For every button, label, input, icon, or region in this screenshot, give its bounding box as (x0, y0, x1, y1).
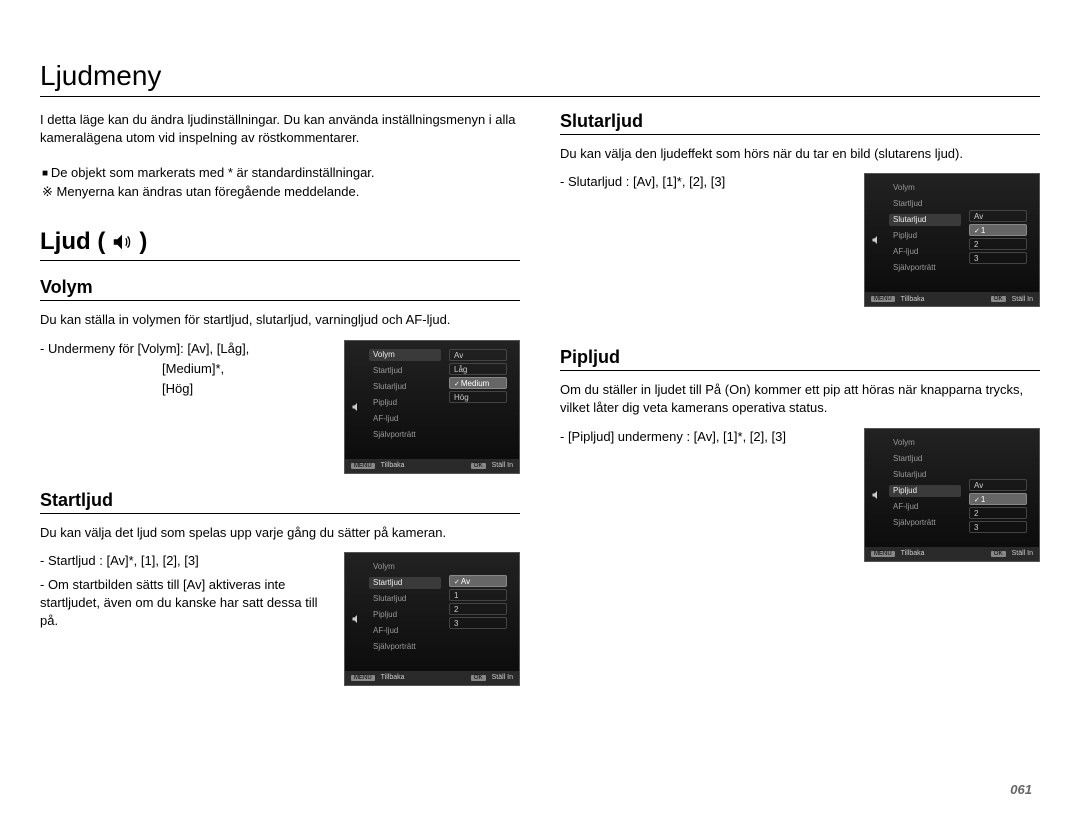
ok-button-icon: OK (991, 551, 1006, 557)
cam-menu-item: Startljud (369, 577, 441, 589)
pipljud-heading: Pipljud (560, 347, 1040, 371)
cam-menu-item: Startljud (369, 365, 441, 377)
back-label: Tillbaka (901, 550, 925, 557)
cam-option: Av (449, 349, 507, 361)
pipljud-sub1: - [Pipljud] undermeny : [Av], [1]*, [2],… (560, 428, 852, 446)
ok-button-icon: OK (991, 296, 1006, 302)
cam-option: Hög (449, 391, 507, 403)
menu-button-icon: MENU (351, 675, 375, 681)
cam-menu-item: Självporträtt (369, 641, 441, 653)
cam-menu-item: Slutarljud (889, 469, 961, 481)
ok-label: Ställ In (1012, 550, 1033, 557)
startljud-sub2: - Om startbilden sätts till [Av] aktiver… (40, 576, 332, 631)
speaker-icon (871, 489, 883, 501)
ljud-section-title: Ljud ( ) (40, 228, 520, 261)
cam-menu-item: AF-ljud (889, 501, 961, 513)
cam-option: 2 (449, 603, 507, 615)
cam-option: 3 (449, 617, 507, 629)
volym-sub1: - Undermeny för [Volym]: [Av], [Låg], (40, 340, 332, 358)
cam-menu-item: Startljud (889, 453, 961, 465)
cam-menu-item: Slutarljud (369, 593, 441, 605)
cam-menu-item: AF-ljud (369, 413, 441, 425)
back-label: Tillbaka (381, 462, 405, 469)
cam-menu-item: Volym (369, 561, 441, 573)
cam-menu-item: Volym (889, 182, 961, 194)
cam-menu-item: Slutarljud (369, 381, 441, 393)
cam-menu-item: Självporträtt (889, 517, 961, 529)
right-column: Slutarljud Du kan välja den ljudeffekt s… (560, 111, 1040, 686)
speaker-icon (351, 401, 363, 413)
cam-screenshot-startljud: Volym Startljud Slutarljud Pipljud AF-lj… (344, 552, 520, 686)
ljud-title-close: ) (139, 228, 147, 256)
cam-option-selected: 1 (969, 493, 1027, 505)
cam-menu-item: Pipljud (369, 397, 441, 409)
speaker-icon (111, 231, 133, 253)
volym-body: Du kan ställa in volymen för startljud, … (40, 311, 520, 329)
ok-button-icon: OK (471, 675, 486, 681)
page-number: 061 (1010, 782, 1032, 797)
cam-option-selected: Av (449, 575, 507, 587)
ok-button-icon: OK (471, 463, 486, 469)
cam-screenshot-slutarljud: Volym Startljud Slutarljud Pipljud AF-lj… (864, 173, 1040, 307)
note-square: De objekt som markerats med * är standar… (42, 165, 520, 180)
cam-menu-item: Pipljud (889, 485, 961, 497)
cam-option: 1 (449, 589, 507, 601)
volym-sub3: [Hög] (40, 380, 332, 398)
cam-menu-item: Pipljud (889, 230, 961, 242)
cam-menu-item: Slutarljud (889, 214, 961, 226)
slutarljud-body: Du kan välja den ljudeffekt som hörs när… (560, 145, 1040, 163)
cam-menu-item: Självporträtt (369, 429, 441, 441)
cam-menu-item: Självporträtt (889, 262, 961, 274)
slutarljud-heading: Slutarljud (560, 111, 1040, 135)
speaker-icon (871, 234, 883, 246)
ok-label: Ställ In (492, 462, 513, 469)
cam-option-selected: Medium (449, 377, 507, 389)
startljud-body: Du kan välja det ljud som spelas upp var… (40, 524, 520, 542)
cam-option: Av (969, 210, 1027, 222)
cam-option: Låg (449, 363, 507, 375)
cam-screenshot-volym: Volym Startljud Slutarljud Pipljud AF-lj… (344, 340, 520, 474)
cam-menu-item: Startljud (889, 198, 961, 210)
volym-heading: Volym (40, 277, 520, 301)
volym-sub2: [Medium]*, (40, 360, 332, 378)
cam-option: 3 (969, 252, 1027, 264)
cam-menu-item: AF-ljud (889, 246, 961, 258)
back-label: Tillbaka (381, 674, 405, 681)
ljud-title-text: Ljud ( (40, 228, 105, 256)
startljud-sub1: - Startljud : [Av]*, [1], [2], [3] (40, 552, 332, 570)
note-star: Menyerna kan ändras utan föregående medd… (42, 184, 520, 200)
cam-option: 2 (969, 238, 1027, 250)
speaker-icon (351, 613, 363, 625)
ok-label: Ställ In (492, 674, 513, 681)
cam-menu-item: Volym (889, 437, 961, 449)
menu-button-icon: MENU (871, 296, 895, 302)
back-label: Tillbaka (901, 296, 925, 303)
cam-screenshot-pipljud: Volym Startljud Slutarljud Pipljud AF-lj… (864, 428, 1040, 562)
page-title: Ljudmeny (40, 60, 1040, 97)
cam-option: 2 (969, 507, 1027, 519)
cam-option: 3 (969, 521, 1027, 533)
ok-label: Ställ In (1012, 296, 1033, 303)
menu-button-icon: MENU (871, 551, 895, 557)
intro-text: I detta läge kan du ändra ljudinställnin… (40, 111, 520, 147)
cam-menu-item: Volym (369, 349, 441, 361)
cam-option: Av (969, 479, 1027, 491)
cam-menu-item: AF-ljud (369, 625, 441, 637)
cam-menu-item: Pipljud (369, 609, 441, 621)
pipljud-body: Om du ställer in ljudet till På (On) kom… (560, 381, 1040, 417)
left-column: I detta läge kan du ändra ljudinställnin… (40, 111, 520, 686)
slutarljud-sub1: - Slutarljud : [Av], [1]*, [2], [3] (560, 173, 852, 191)
cam-option-selected: 1 (969, 224, 1027, 236)
menu-button-icon: MENU (351, 463, 375, 469)
startljud-heading: Startljud (40, 490, 520, 514)
